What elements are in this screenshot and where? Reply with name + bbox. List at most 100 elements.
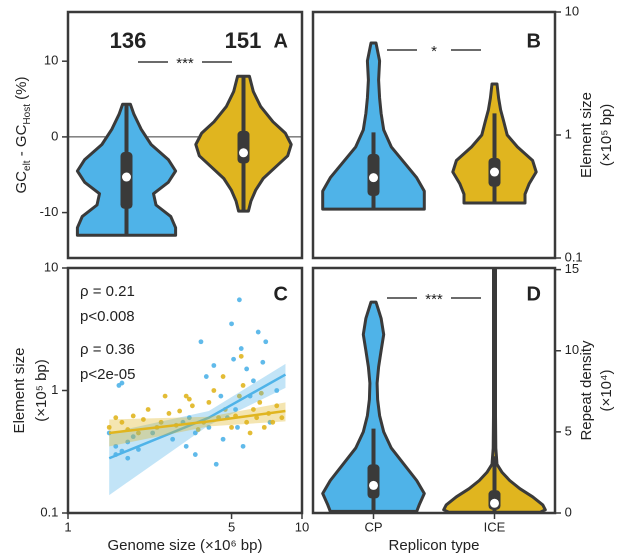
x-tick-label: CP: [364, 519, 382, 534]
y-tick-label: 10: [565, 342, 579, 357]
y-tick-label: 1: [565, 126, 572, 141]
point: [189, 403, 195, 409]
significance: *: [431, 43, 437, 60]
point: [140, 417, 146, 422]
point: [177, 408, 183, 414]
point: [274, 403, 280, 409]
annotation: ρ = 0.21: [80, 283, 135, 300]
label-part: - GC: [13, 124, 30, 160]
panel-label: C: [274, 283, 288, 305]
point: [261, 424, 267, 430]
y-axis-label: Element size: [578, 92, 595, 178]
point: [260, 359, 266, 365]
panel-frame: [311, 10, 557, 260]
point: [130, 434, 136, 440]
point: [233, 407, 238, 412]
panel-label: B: [527, 30, 541, 52]
point: [229, 321, 234, 327]
median: [369, 480, 378, 490]
point: [192, 430, 198, 436]
point: [211, 363, 217, 368]
label-part: elt: [22, 160, 33, 171]
significance: ***: [176, 55, 194, 72]
point: [119, 419, 125, 425]
panel-frame: [66, 266, 304, 515]
y-tick-label: 0: [565, 504, 572, 519]
annotation: 151: [225, 28, 262, 53]
box: [237, 130, 250, 164]
label-part: (%): [13, 77, 30, 105]
x-tick-label: 1: [64, 519, 71, 534]
point: [274, 388, 280, 393]
y-axis-label: Element size: [11, 348, 28, 434]
y-tick-label: 0.1: [40, 504, 58, 519]
point: [258, 390, 264, 396]
point: [247, 430, 253, 436]
x-axis-label: Replicon type: [389, 537, 480, 554]
median: [369, 173, 378, 183]
point: [244, 366, 250, 372]
panel-label: A: [274, 30, 288, 52]
point: [235, 424, 240, 430]
median: [490, 498, 499, 508]
panel-label: D: [527, 283, 541, 305]
point: [125, 439, 131, 445]
violin: [321, 41, 426, 211]
y-tick-label: 0.1: [565, 249, 583, 264]
y-tick-label: 0: [51, 128, 58, 143]
y-tick-label: 5: [565, 423, 572, 438]
violin: [321, 300, 426, 513]
point: [255, 329, 261, 335]
point: [170, 436, 176, 442]
x-tick-label: 10: [295, 519, 309, 534]
point: [195, 427, 201, 432]
x-tick-label: 5: [228, 519, 235, 534]
point: [166, 411, 172, 416]
confidence-band: [109, 363, 286, 496]
y-axis-label: (×10⁵ bp): [33, 359, 50, 422]
y-tick-label: 15: [565, 261, 579, 276]
y-tick-label: 10: [44, 53, 58, 68]
point: [220, 374, 226, 379]
label-part: Host: [22, 104, 33, 125]
fit-line: [108, 373, 287, 460]
y-axis-label: GCelt - GCHost (%): [13, 77, 33, 194]
point: [198, 339, 204, 345]
point: [113, 443, 119, 449]
point: [130, 413, 136, 419]
point: [211, 388, 217, 393]
y-axis-label: (×10⁵ bp): [598, 104, 615, 167]
annotation: 136: [110, 28, 147, 53]
panel-frame: [311, 266, 557, 515]
point: [150, 430, 156, 436]
point: [236, 297, 242, 303]
y-tick-label: -10: [40, 204, 59, 219]
point: [116, 383, 122, 388]
point: [106, 424, 112, 430]
point: [220, 436, 226, 442]
y-tick-label: 10: [565, 3, 579, 18]
y-tick-label: 1: [51, 382, 58, 397]
point: [213, 461, 219, 467]
median: [122, 172, 131, 182]
point: [206, 424, 212, 430]
point: [158, 419, 164, 425]
point: [136, 430, 141, 436]
point: [125, 455, 131, 461]
point: [183, 443, 189, 449]
point: [244, 419, 250, 425]
point: [238, 346, 244, 351]
y-axis-label: Repeat density: [578, 340, 595, 441]
fit-line: [109, 409, 286, 435]
point: [238, 353, 244, 359]
point: [203, 374, 209, 379]
point: [136, 447, 141, 452]
median: [239, 148, 248, 158]
x-axis-label: Genome size (×10⁶ bp): [107, 537, 262, 554]
point: [251, 378, 256, 384]
point: [162, 393, 168, 399]
y-tick-label: 10: [44, 259, 58, 274]
point: [240, 383, 246, 388]
confidence-band: [109, 402, 286, 447]
x-tick-label: ICE: [484, 519, 506, 534]
